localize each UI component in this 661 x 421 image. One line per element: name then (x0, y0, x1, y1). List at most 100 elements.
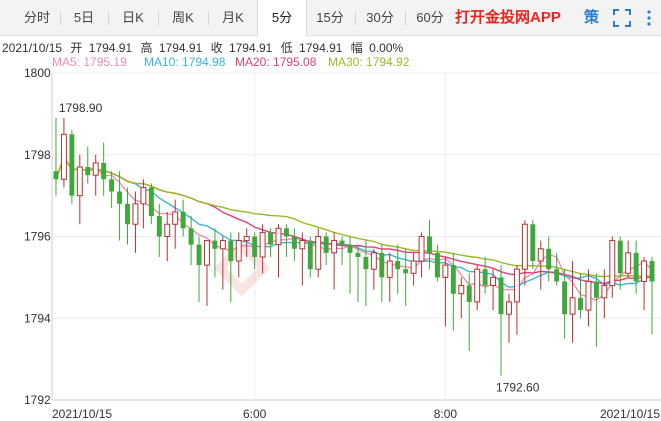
candle-body-up (386, 260, 393, 278)
ma30-label: MA30: (328, 55, 363, 69)
candle-body-down (148, 187, 154, 217)
tab-separator (60, 11, 61, 25)
candle-body-down (482, 269, 488, 286)
ma20-label: MA20: (235, 55, 270, 69)
ma20-value: 1795.08 (273, 55, 317, 69)
open-label: 开 (70, 41, 83, 55)
candle-body-up (490, 276, 497, 287)
candle (299, 232, 306, 286)
candle (554, 252, 560, 286)
candle-body-down (498, 277, 504, 315)
candle-body-down (101, 162, 107, 180)
candle-body-up (140, 186, 147, 205)
candle (530, 220, 536, 270)
tab-separator (158, 11, 159, 25)
candle-body-up (204, 240, 210, 266)
tab-monthly-k[interactable]: 月K (222, 10, 244, 25)
tab-separator (405, 11, 406, 25)
candle (386, 252, 393, 302)
candle-body-up (331, 240, 338, 254)
candle-body-down (633, 252, 639, 282)
candle-body-down (291, 236, 297, 249)
candle-body-up (609, 240, 616, 287)
candle (85, 146, 91, 184)
candle (609, 236, 616, 298)
candle (370, 248, 377, 290)
candle-body-down (434, 252, 440, 278)
open-app-link[interactable]: 打开金投网APP (455, 9, 561, 26)
more-menu-icon[interactable] (642, 9, 656, 27)
candle (418, 232, 425, 278)
candle (212, 228, 218, 278)
candle (410, 252, 417, 286)
candle (562, 269, 568, 339)
candle-body-down (450, 265, 456, 294)
candle-body-up (164, 223, 171, 238)
candle-body-down (355, 252, 361, 257)
ma20-legend: MA20: 1795.08 (235, 55, 316, 69)
candle-body-up (299, 240, 306, 250)
candle-body-up (442, 264, 449, 278)
candle (355, 244, 361, 302)
candle-body-down (156, 216, 162, 237)
tab-daily-k[interactable]: 日K (122, 10, 144, 25)
candle-body-down (649, 261, 655, 282)
candle-body-up (585, 280, 592, 311)
candle (498, 265, 504, 376)
tab-timeshare[interactable]: 分时 (23, 10, 50, 25)
candle-body-down (252, 236, 258, 257)
candle (450, 252, 456, 331)
candle (259, 224, 266, 274)
candle-body-down (307, 240, 313, 270)
candle (339, 236, 345, 266)
candle (252, 232, 258, 270)
x-tick-label: 8:00 (434, 407, 458, 421)
extreme-value-label: 1798.90 (59, 101, 103, 115)
candle (521, 220, 528, 286)
y-tick-label: 1798 (24, 148, 51, 162)
candle (132, 191, 139, 253)
candle (442, 256, 449, 327)
tab-15-min[interactable]: 15分 (316, 10, 344, 25)
ma30-line (55, 155, 653, 278)
candle (490, 269, 497, 311)
candle (482, 256, 488, 294)
candle (506, 293, 512, 343)
change-value: 0.00% (369, 41, 404, 55)
ma5-label: MA5: (52, 55, 81, 69)
extreme-value-label: 1792.60 (496, 380, 540, 394)
candle (403, 248, 409, 306)
candle (101, 142, 107, 196)
candle (188, 216, 194, 266)
fullscreen-icon[interactable] (613, 9, 631, 27)
tab-weekly-k[interactable]: 周K (172, 10, 194, 25)
candlesticks (53, 117, 655, 376)
candle-body-up (418, 236, 425, 262)
ma10-value: 1794.98 (182, 55, 226, 69)
candle-body-down (188, 228, 194, 245)
candle (347, 236, 353, 294)
tab-5-day[interactable]: 5日 (73, 10, 95, 25)
tab-separator (208, 11, 209, 25)
candle (53, 117, 59, 196)
candle-body-down (403, 269, 409, 274)
tab-30-min[interactable]: 30分 (366, 10, 394, 25)
candle-body-down (283, 228, 289, 237)
candle (601, 269, 608, 319)
ohlc-info-row: 2021/10/15 开 1794.91 高 1794.91 收 1794.91… (2, 39, 403, 56)
candle (125, 187, 130, 245)
candle (219, 236, 226, 290)
candle (172, 199, 179, 249)
ma30-legend: MA30: 1794.92 (328, 55, 409, 69)
strategy-button[interactable]: 策 (584, 9, 600, 26)
axis-labels: 1792 1794 1796 1798 1800 2021/10/15 6:00 8:00 20… (24, 66, 660, 421)
ma5-line (55, 155, 653, 302)
tab-60-min[interactable]: 60分 (416, 10, 444, 25)
tab-5-min[interactable]: 5分 (257, 0, 307, 37)
candle-body-up (506, 301, 512, 315)
ma5-value: 1795.19 (83, 55, 127, 69)
candle (633, 240, 639, 294)
chart-grid (51, 72, 661, 401)
candle-body-up (458, 285, 465, 295)
